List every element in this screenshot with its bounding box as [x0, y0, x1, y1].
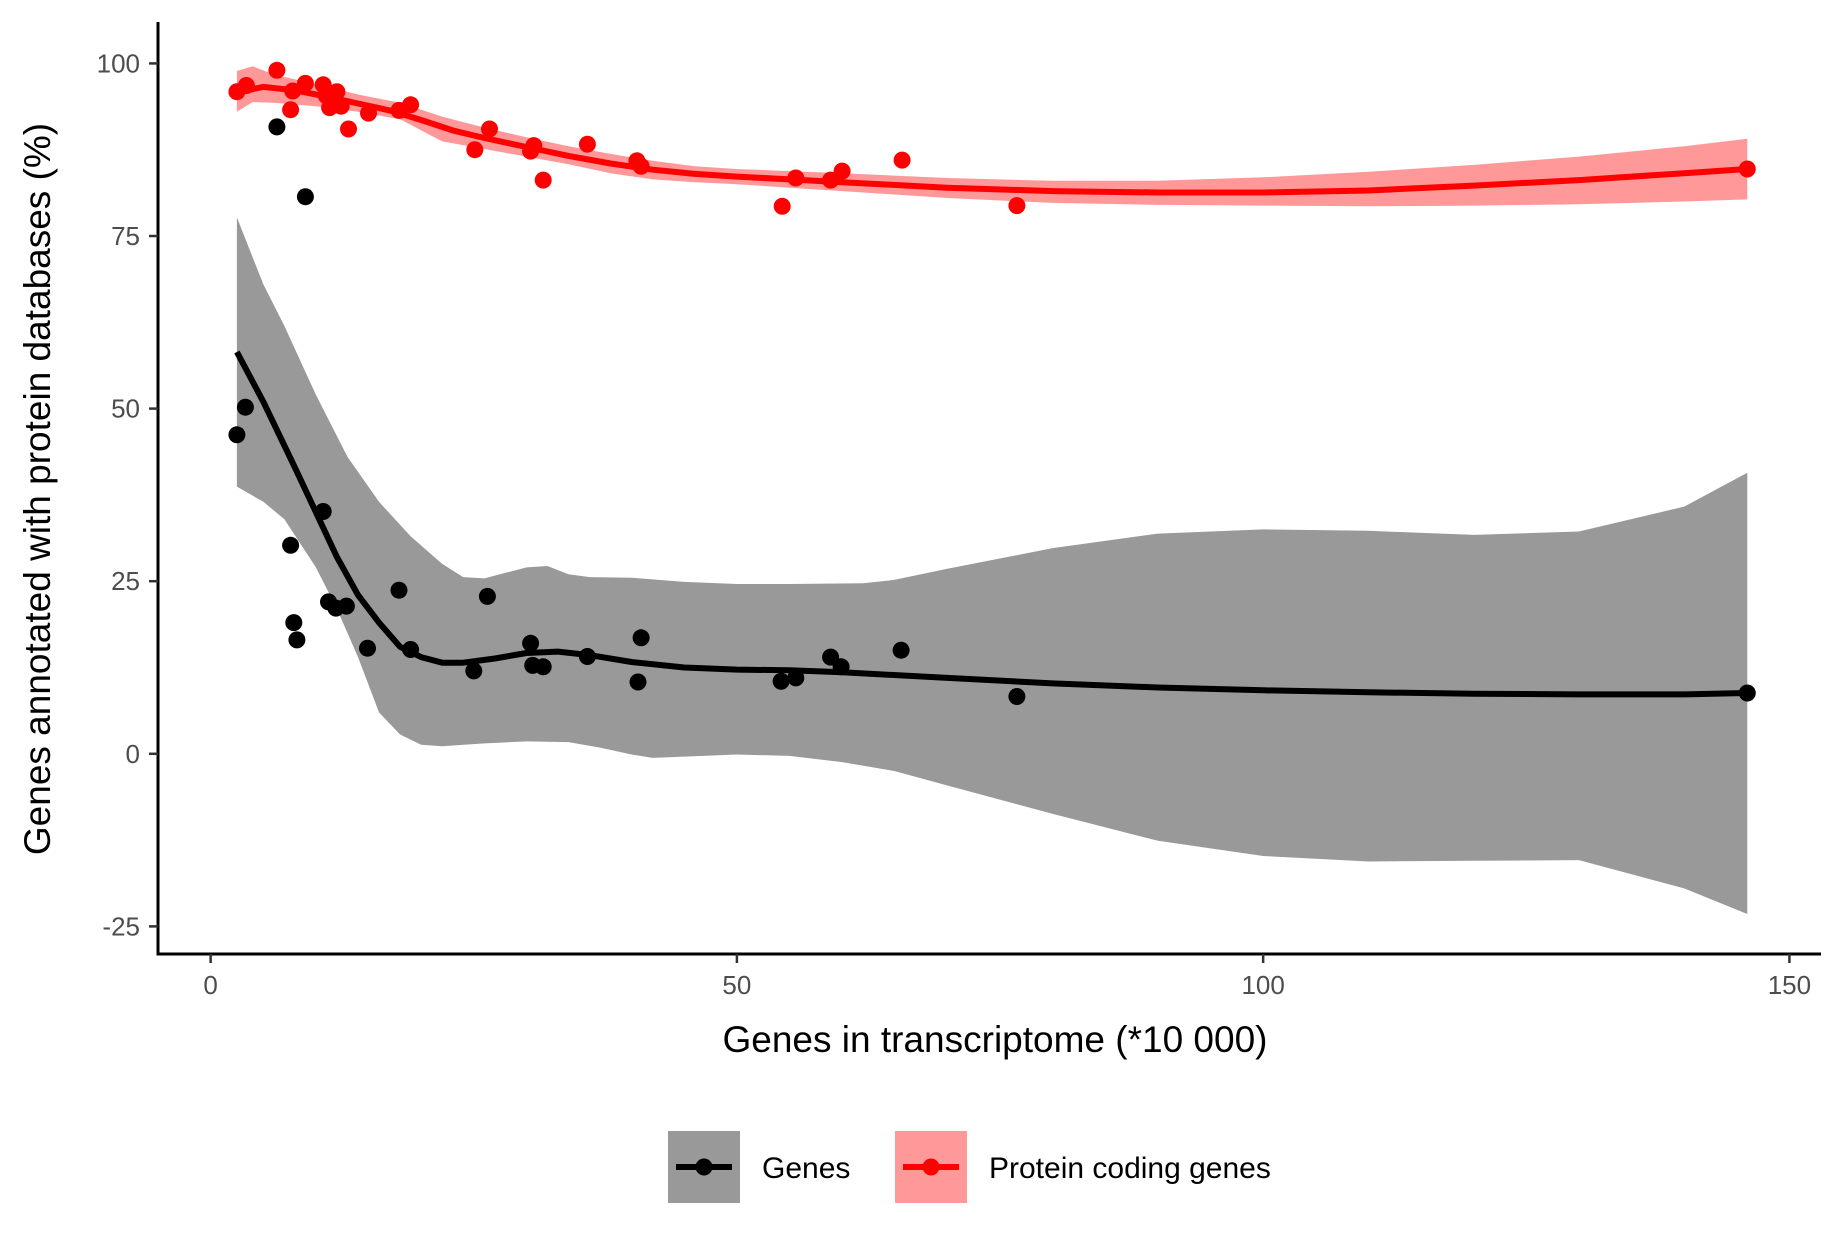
y-tick-label: 50: [111, 394, 140, 424]
genes-point-15: [478, 587, 496, 605]
protein-coding-genes-point-16: [481, 120, 498, 138]
protein-coding-genes-point-26: [833, 162, 851, 180]
genes-point-27: [1008, 688, 1026, 705]
y-axis-ticks: -25 0 25 50 75 100: [97, 48, 158, 941]
protein-coding-genes-point-9: [328, 83, 346, 101]
genes-point-3: [282, 536, 300, 554]
genes-confidence-band: [236, 217, 1748, 914]
legend-key-point: [922, 1158, 940, 1176]
protein-coding-genes-point-5: [296, 74, 314, 92]
legend: Genes Protein coding genes: [668, 1131, 1271, 1203]
genes-point-1: [236, 398, 254, 416]
protein-coding-genes-point-24: [787, 169, 805, 187]
genes-point-6: [296, 188, 314, 206]
protein-coding-genes-point-23: [773, 197, 791, 215]
protein-coding-genes-point-18: [525, 137, 543, 155]
protein-coding-genes-point-4: [284, 82, 302, 100]
protein-coding-genes-point-22: [632, 157, 650, 175]
genes-point-2: [268, 118, 286, 136]
x-tick-label: 50: [722, 970, 751, 1000]
protein-coding-genes-point-25: [822, 171, 840, 189]
protein-coding-genes-point-12: [360, 104, 377, 122]
genes-point-12: [390, 581, 408, 599]
genes-point-26: [892, 641, 910, 659]
genes-point-10: [337, 597, 355, 615]
genes-point-22: [772, 672, 790, 690]
y-tick-label: -25: [102, 911, 140, 941]
genes-point-13: [402, 641, 420, 658]
legend-key-point: [695, 1158, 713, 1176]
x-tick-label: 0: [203, 970, 217, 1000]
protein-coding-genes-point-2: [268, 61, 286, 79]
genes-point-19: [578, 648, 596, 665]
protein-coding-genes-point-14: [402, 96, 420, 114]
legend-label: Protein coding genes: [989, 1152, 1271, 1185]
genes-point-21: [632, 629, 650, 647]
y-tick-label: 75: [111, 221, 140, 251]
legend-item-genes: Genes: [668, 1131, 850, 1203]
protein-coding-genes-fit-line: [236, 83, 1748, 196]
genes-point-7: [314, 503, 332, 520]
protein-coding-genes-point-29: [1738, 160, 1756, 178]
genes-point-20: [629, 673, 647, 691]
genes-point-25: [832, 658, 850, 676]
genes-point-11: [359, 639, 376, 657]
protein-coding-genes-point-19: [534, 171, 552, 189]
legend-label: Genes: [762, 1152, 850, 1185]
protein-coding-genes-point-28: [1008, 197, 1026, 215]
genes-point-16: [522, 634, 540, 652]
protein-coding-genes-point-15: [466, 141, 484, 159]
x-tick-label: 150: [1768, 970, 1811, 1000]
protein-coding-genes-confidence-band: [236, 66, 1748, 207]
genes-point-4: [285, 614, 303, 632]
genes-point-18: [534, 658, 552, 676]
y-axis-title: Genes annotated with protein databases (…: [17, 123, 58, 855]
protein-coding-genes-point-11: [340, 120, 357, 138]
genes-point-14: [465, 662, 483, 680]
genes-point-28: [1738, 684, 1756, 702]
protein-coding-genes-point-27: [893, 151, 911, 169]
genes-point-5: [288, 631, 306, 649]
legend-item-protein-coding-genes: Protein coding genes: [895, 1131, 1271, 1203]
data-points: [228, 61, 1756, 705]
protein-coding-genes-point-1: [237, 77, 255, 94]
confidence-bands: [236, 66, 1748, 914]
protein-coding-genes-point-10: [332, 97, 350, 115]
y-tick-label: 100: [97, 48, 140, 78]
protein-coding-genes-point-20: [578, 135, 596, 153]
x-axis-ticks: 0 50 100 150: [203, 954, 1811, 1000]
x-axis-title: Genes in transcriptome (*10 000): [723, 1019, 1268, 1060]
y-tick-label: 0: [126, 739, 140, 769]
x-tick-label: 100: [1241, 970, 1284, 1000]
genes-point-0: [228, 426, 246, 444]
y-tick-label: 25: [111, 566, 140, 596]
genes-point-23: [787, 669, 805, 687]
protein-coding-genes-point-3: [282, 101, 300, 119]
